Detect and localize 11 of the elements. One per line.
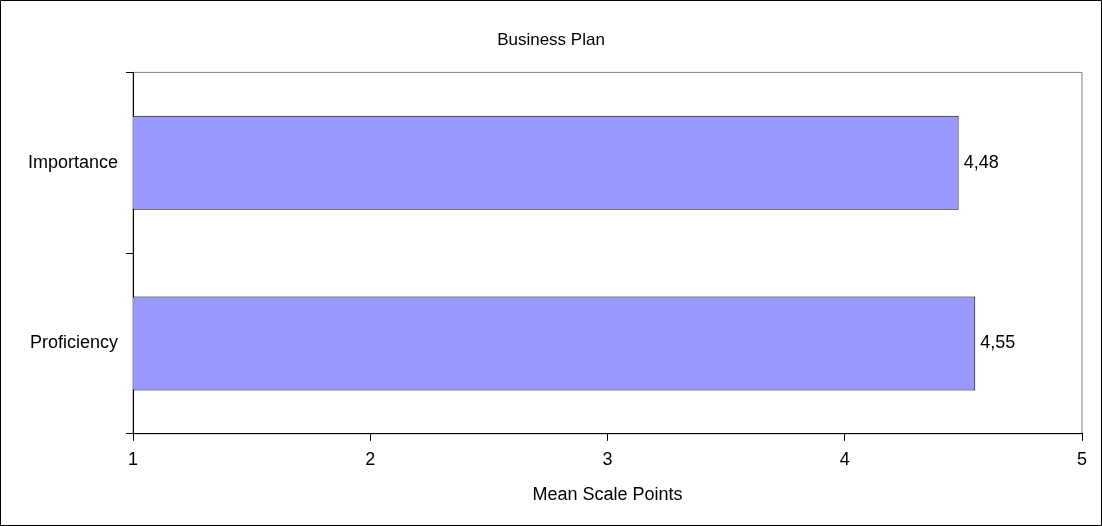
x-axis-title: Mean Scale Points — [532, 484, 683, 505]
x-tick-label: 4 — [839, 448, 850, 469]
x-tick-label: 5 — [1076, 448, 1088, 469]
y-tick-label: Importance — [28, 151, 119, 172]
chart-title: Business Plan — [497, 29, 605, 49]
x-tick-label: 3 — [602, 448, 613, 469]
y-tick-label: Proficiency — [30, 332, 119, 353]
data-label: 4,55 — [980, 332, 1016, 353]
x-tick-label: 2 — [365, 448, 376, 469]
x-tick-label: 1 — [128, 448, 139, 469]
data-label: 4,48 — [963, 151, 999, 172]
